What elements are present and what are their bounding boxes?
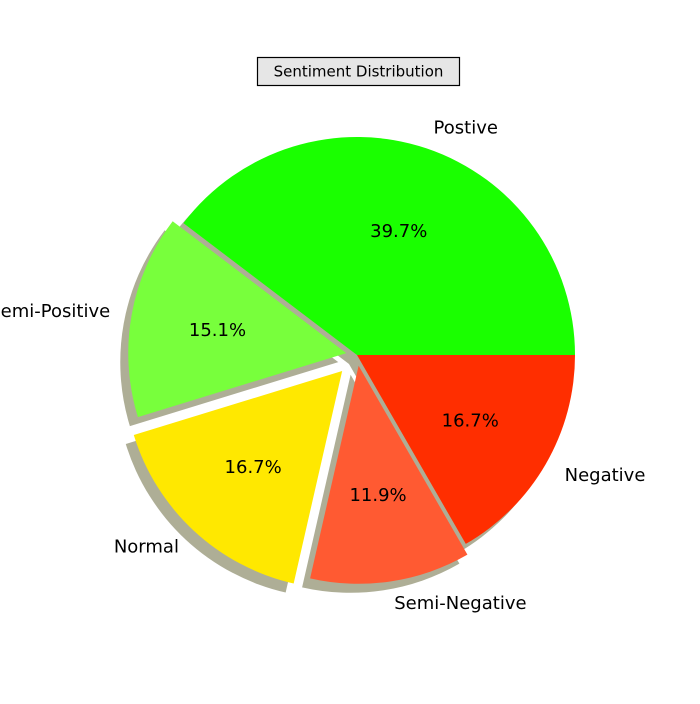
chart-title-box	[256, 56, 461, 87]
pie-slice-negative	[357, 355, 575, 544]
pie-slice-postive	[183, 137, 576, 355]
slice-layer	[128, 137, 576, 584]
slice-label-semi-positive: Semi-Positive	[0, 301, 110, 322]
pie-slice-semi-negative	[310, 365, 468, 584]
slice-percent-semi-positive: 15.1%	[189, 320, 246, 341]
slice-label-semi-negative: Semi-Negative	[394, 593, 526, 614]
slice-label-negative: Negative	[565, 465, 646, 486]
chart-title-group: Sentiment Distribution	[256, 56, 461, 87]
slice-label-normal: Normal	[114, 537, 179, 558]
pie-slice-normal	[133, 370, 343, 584]
slice-label-postive: Postive	[434, 118, 498, 139]
slice-percent-postive: 39.7%	[370, 221, 427, 242]
chart-title: Sentiment Distribution	[274, 63, 444, 81]
slice-percent-semi-negative: 11.9%	[349, 485, 406, 506]
slice-percent-normal: 16.7%	[225, 457, 282, 478]
label-layer: Postive 39.7% Semi-Positive 15.1% Normal 16.7…	[0, 118, 645, 614]
slice-percent-negative: 16.7%	[442, 410, 499, 431]
pie-slice-semi-positive	[128, 221, 347, 418]
